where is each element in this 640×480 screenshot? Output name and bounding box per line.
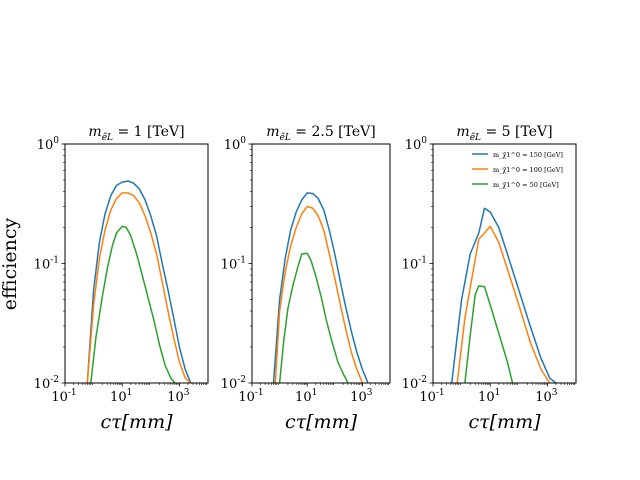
x-tick-label: 101 [110,388,132,405]
series-line-3 [464,285,514,383]
x-tick-label: 103 [535,388,558,405]
y-tick-label: 100 [405,136,428,153]
x-axis-label: cτ[mm] [100,411,173,433]
chart-title: mẽL = 5 [TeV] [456,124,552,143]
legend-label-3: m_χ̃1^0 = 50 [GeV] [493,180,559,189]
x-axis-label: cτ[mm] [285,411,358,433]
x-tick-label: 10-1 [51,388,76,405]
series-line-2 [274,205,364,383]
x-tick-label: 103 [350,388,373,405]
y-tick-label: 10-1 [221,256,246,273]
y-tick-label: 10-1 [34,256,59,273]
legend: m_χ̃1^0 = 150 [GeV] m_χ̃1^0 = 100 [GeV] m_… [472,150,563,189]
y-tick-label: 100 [224,136,247,153]
series-line-1 [272,192,369,383]
x-tick-label: 103 [167,388,190,405]
x-tick-label: 101 [478,388,500,405]
y-tick-label: 10-2 [221,375,246,392]
series-line-3 [278,252,349,383]
y-tick-label: 10-1 [402,256,427,273]
x-tick-label: 101 [295,388,317,405]
chart-title: mẽL = 2.5 [TeV] [266,124,376,143]
series-line-2 [86,192,192,383]
series-line-1 [86,180,192,383]
y-tick-label: 10-2 [34,375,59,392]
y-tick-label: 100 [37,136,60,153]
x-tick-label: 10-1 [419,388,444,405]
x-axis-label: cτ[mm] [468,411,541,433]
series-line-1 [450,207,557,383]
y-axis-label: efficiency [0,218,21,311]
x-tick-label: 10-1 [238,388,263,405]
legend-label-1: m_χ̃1^0 = 150 [GeV] [493,150,563,159]
series-line-3 [90,225,176,383]
legend-label-2: m_χ̃1^0 = 100 [GeV] [493,165,563,174]
y-tick-label: 10-2 [402,375,427,392]
series-line-2 [456,225,551,383]
chart-title: mẽL = 1 [TeV] [88,124,184,143]
